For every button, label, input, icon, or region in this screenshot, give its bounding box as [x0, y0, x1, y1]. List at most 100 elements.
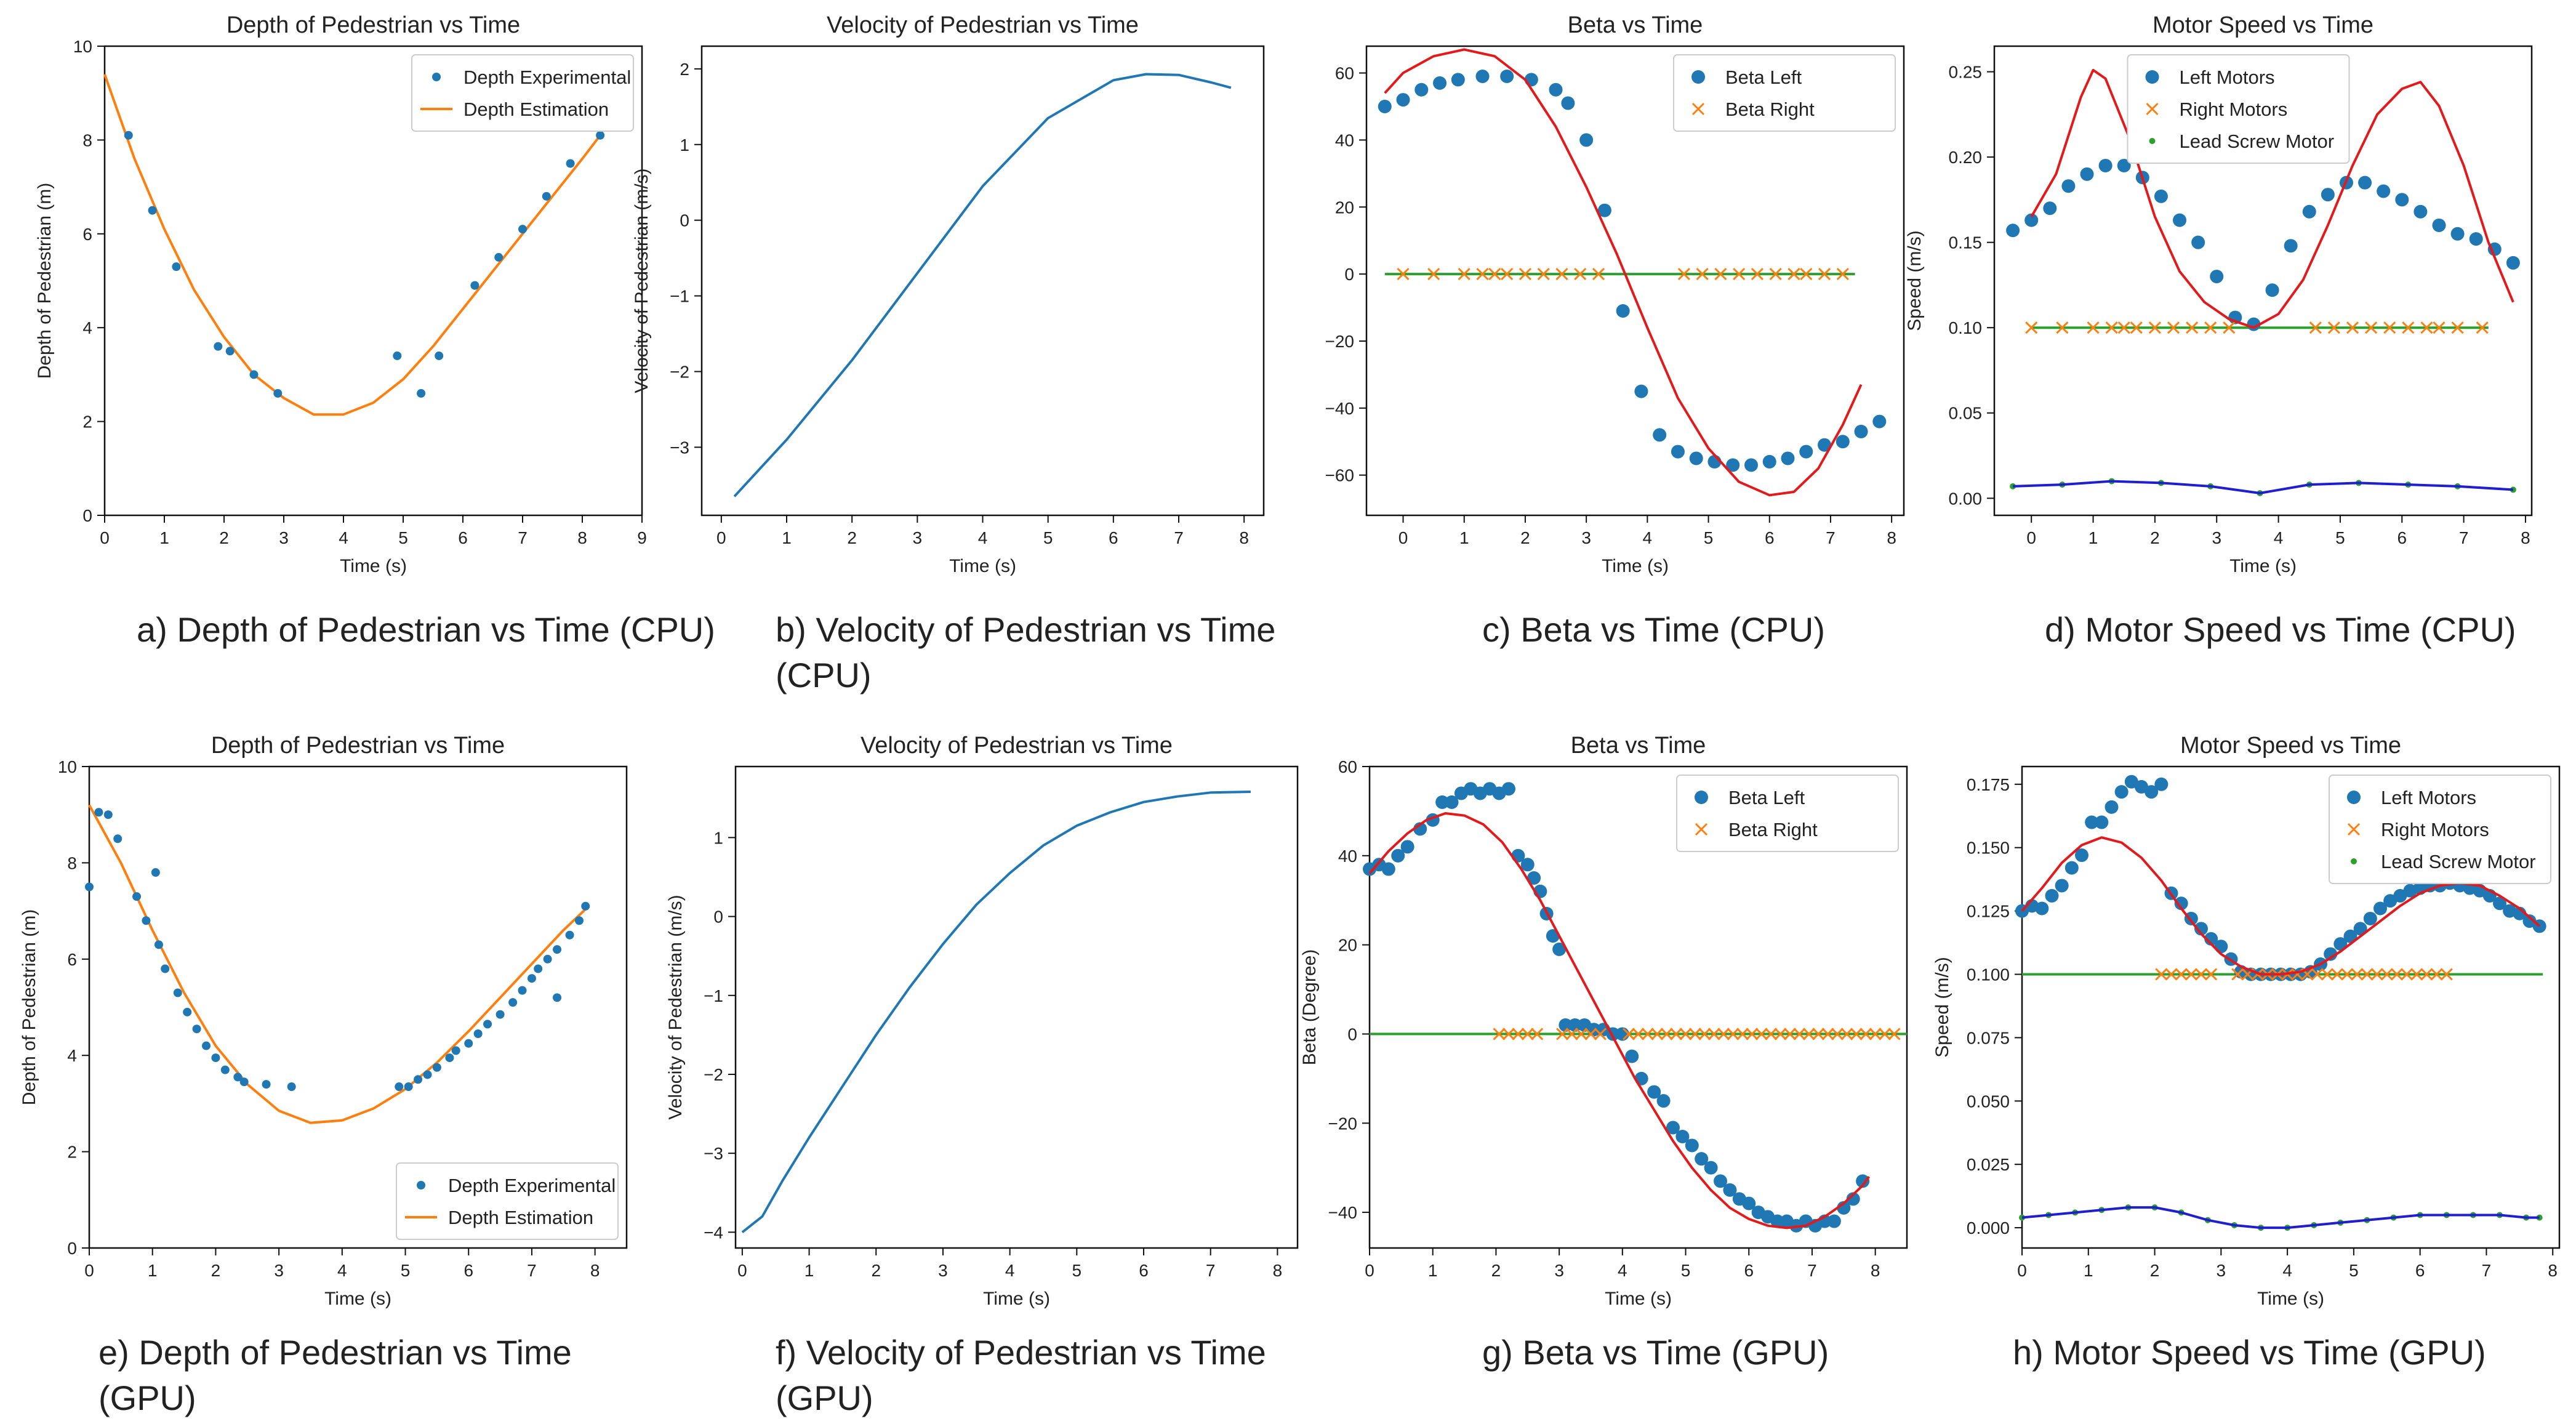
data-point-cross [1812, 1028, 1825, 1041]
data-point [1726, 458, 1740, 472]
y-tick-label: 6 [67, 950, 77, 969]
data-point [2204, 932, 2218, 946]
data-point [142, 916, 151, 925]
caption-e: e) Depth of Pedestrian vs Time (GPU) [98, 1333, 572, 1417]
data-point [1714, 1174, 1728, 1188]
data-point [496, 1010, 505, 1019]
legend: Left Motors Right Motors Lead Screw Motor [2127, 54, 2350, 164]
data-point-cross [2309, 321, 2322, 334]
data-point [574, 916, 584, 925]
data-point-cross [1774, 1028, 1787, 1041]
data-point-cross [2370, 968, 2383, 981]
y-tick-label: 6 [82, 225, 92, 244]
x-tick-label: 6 [1109, 528, 1118, 547]
plot-area [85, 804, 590, 1124]
x-tick-label: 4 [1005, 1261, 1015, 1280]
chart-e: Depth of Pedestrian vs Time 0 1 2 3 4 5 6 7 8 0 2 4 6… [19, 733, 628, 1309]
series-line [103, 74, 601, 416]
data-point-cross [1594, 1028, 1607, 1041]
data-point-cross [2025, 321, 2038, 334]
x-tick-label: 6 [1139, 1261, 1149, 1280]
data-point [464, 1039, 473, 1048]
x-tick-label: 2 [2150, 528, 2160, 547]
x-tick-label: 7 [1206, 1261, 1216, 1280]
x-tick-label: 5 [2335, 528, 2345, 547]
data-point [202, 1041, 211, 1050]
caption-b: b) Velocity of Pedestrian vs Time (CPU) [776, 610, 1276, 694]
legend-marker [2351, 858, 2357, 864]
data-point-cross [2175, 968, 2188, 981]
y-axis-label: Speed (m/s) [1904, 230, 1925, 331]
data-point-cross [2383, 321, 2396, 334]
data-point [518, 986, 527, 995]
data-point [2333, 937, 2348, 951]
data-point-cross [1632, 1028, 1645, 1041]
data-point [1378, 99, 1392, 113]
x-tick-label: 1 [1428, 1261, 1438, 1280]
data-point [1475, 69, 1490, 83]
legend: Left Motors Right Motors Lead Screw Motor [2329, 775, 2551, 884]
data-point-cross [2327, 321, 2340, 334]
x-axis-label: Time (s) [340, 556, 407, 576]
data-point [432, 1063, 441, 1072]
data-point [1836, 435, 1850, 449]
data-point-cross [1531, 1028, 1544, 1041]
x-tick-label: 2 [871, 1261, 881, 1280]
legend-box [2127, 54, 2350, 164]
data-point [1872, 414, 1887, 429]
x-tick-label: 4 [1643, 528, 1653, 547]
series-line [1384, 48, 1863, 497]
plot-area [741, 791, 1251, 1233]
data-point-cross [2204, 321, 2217, 334]
y-tick-label: 20 [1338, 936, 1357, 955]
data-point [451, 1046, 460, 1055]
data-point [1742, 1196, 1756, 1210]
data-point [1527, 871, 1541, 885]
chart-f: Velocity of Pedestrian vs Time 0 1 2 3 4 5 6 7 8 −… [665, 733, 1299, 1309]
data-point [2450, 227, 2465, 241]
legend-label: Left Motors [2180, 66, 2275, 88]
data-point [173, 988, 182, 997]
data-point [1625, 1049, 1639, 1063]
data-point-cross [2420, 321, 2433, 334]
plot-area [103, 74, 605, 416]
data-point [534, 964, 543, 973]
data-point [2045, 888, 2059, 903]
data-point [553, 945, 562, 954]
y-tick-label: 10 [73, 37, 92, 56]
y-tick-label: −40 [1325, 399, 1355, 418]
x-axis-label: Time (s) [1605, 1289, 1672, 1309]
legend-box [396, 1162, 619, 1240]
data-point [2363, 911, 2377, 925]
y-tick-label: 8 [82, 131, 92, 150]
data-point [1615, 1027, 1629, 1041]
data-point-cross [2361, 968, 2373, 981]
data-point [2353, 922, 2367, 936]
x-tick-label: 1 [2088, 528, 2098, 547]
x-tick-label: 1 [782, 528, 792, 547]
y-tick-label: 0 [82, 506, 92, 525]
y-axis-label: Velocity of Pedestrian (m/s) [665, 895, 686, 1119]
data-point [1396, 93, 1410, 107]
x-tick-label: 0 [2026, 528, 2036, 547]
caption-f: f) Velocity of Pedestrian vs Time (GPU) [776, 1333, 1266, 1417]
data-point-cross [1519, 268, 1531, 281]
x-tick-label: 8 [2548, 1261, 2558, 1280]
data-point [132, 892, 142, 901]
data-point-cross [2185, 968, 2197, 981]
data-point [2174, 896, 2188, 911]
caption-a: a) Depth of Pedestrian vs Time (CPU) [137, 610, 715, 649]
y-tick-label: −1 [670, 287, 689, 306]
data-point-cross [1783, 1028, 1797, 1041]
data-point [2145, 785, 2159, 799]
data-point-cross [1836, 268, 1849, 281]
x-axis-label: Time (s) [324, 1289, 391, 1309]
y-tick-label: −60 [1325, 466, 1355, 485]
y-tick-label: 40 [1335, 131, 1354, 150]
data-point-cross [1677, 268, 1690, 281]
x-tick-label: 3 [913, 528, 923, 547]
data-point [1597, 203, 1611, 217]
data-point [1400, 840, 1414, 854]
data-point [262, 1080, 271, 1089]
y-tick-label: 0 [713, 908, 723, 927]
